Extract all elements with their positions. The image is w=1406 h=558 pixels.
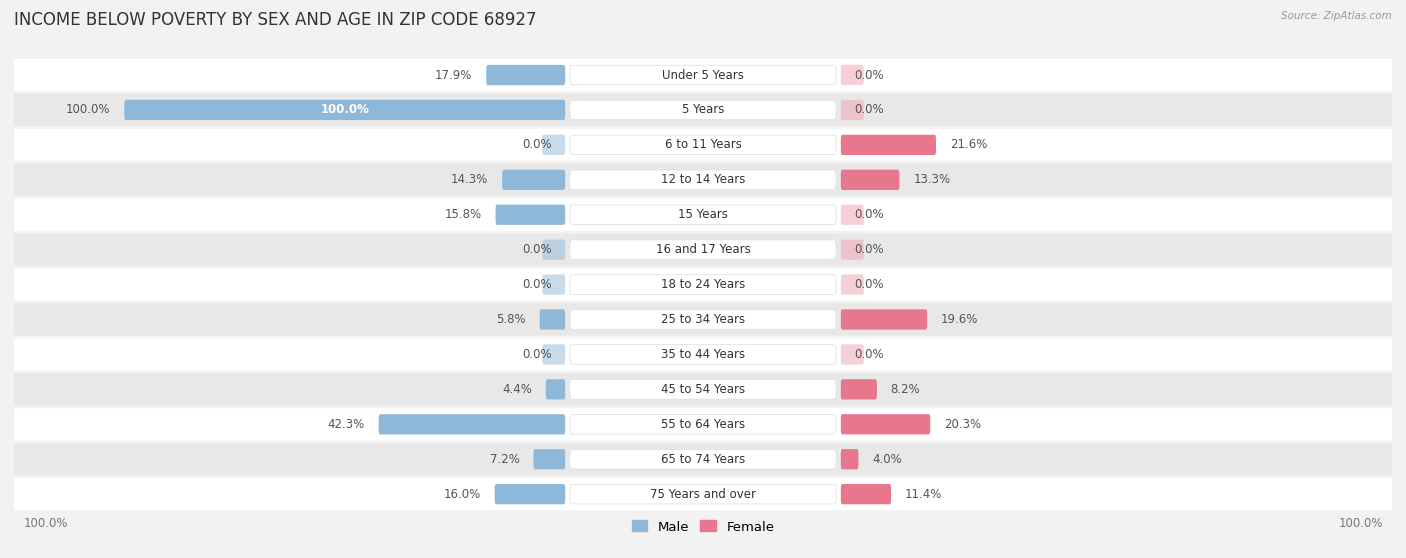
Text: 15 Years: 15 Years — [678, 208, 728, 221]
Text: Source: ZipAtlas.com: Source: ZipAtlas.com — [1281, 11, 1392, 21]
FancyBboxPatch shape — [0, 199, 1406, 231]
Text: 16.0%: 16.0% — [444, 488, 481, 501]
FancyBboxPatch shape — [0, 268, 1406, 301]
Text: 13.3%: 13.3% — [914, 174, 950, 186]
Text: 0.0%: 0.0% — [855, 348, 884, 361]
FancyBboxPatch shape — [841, 309, 927, 330]
Text: 25 to 34 Years: 25 to 34 Years — [661, 313, 745, 326]
Text: 75 Years and over: 75 Years and over — [650, 488, 756, 501]
Text: 42.3%: 42.3% — [328, 418, 366, 431]
Text: 100.0%: 100.0% — [1339, 517, 1382, 530]
Text: 0.0%: 0.0% — [855, 69, 884, 81]
FancyBboxPatch shape — [841, 134, 936, 155]
Text: 16 and 17 Years: 16 and 17 Years — [655, 243, 751, 256]
Text: 0.0%: 0.0% — [855, 278, 884, 291]
FancyBboxPatch shape — [569, 135, 837, 155]
FancyBboxPatch shape — [543, 344, 565, 364]
FancyBboxPatch shape — [0, 338, 1406, 371]
Text: 55 to 64 Years: 55 to 64 Years — [661, 418, 745, 431]
FancyBboxPatch shape — [0, 408, 1406, 440]
FancyBboxPatch shape — [569, 415, 837, 434]
FancyBboxPatch shape — [543, 275, 565, 295]
FancyBboxPatch shape — [533, 449, 565, 469]
FancyBboxPatch shape — [540, 309, 565, 330]
Text: 20.3%: 20.3% — [943, 418, 981, 431]
Text: 0.0%: 0.0% — [855, 243, 884, 256]
Text: INCOME BELOW POVERTY BY SEX AND AGE IN ZIP CODE 68927: INCOME BELOW POVERTY BY SEX AND AGE IN Z… — [14, 11, 537, 29]
Text: Under 5 Years: Under 5 Years — [662, 69, 744, 81]
Text: 0.0%: 0.0% — [522, 278, 551, 291]
FancyBboxPatch shape — [378, 414, 565, 435]
FancyBboxPatch shape — [569, 240, 837, 259]
FancyBboxPatch shape — [569, 310, 837, 329]
Text: 35 to 44 Years: 35 to 44 Years — [661, 348, 745, 361]
FancyBboxPatch shape — [0, 443, 1406, 475]
FancyBboxPatch shape — [0, 59, 1406, 91]
FancyBboxPatch shape — [841, 275, 863, 295]
FancyBboxPatch shape — [0, 478, 1406, 510]
Text: 0.0%: 0.0% — [855, 208, 884, 221]
FancyBboxPatch shape — [495, 205, 565, 225]
FancyBboxPatch shape — [841, 344, 863, 364]
Text: 8.2%: 8.2% — [891, 383, 921, 396]
FancyBboxPatch shape — [569, 170, 837, 190]
Text: 0.0%: 0.0% — [522, 138, 551, 151]
FancyBboxPatch shape — [569, 484, 837, 504]
FancyBboxPatch shape — [543, 239, 565, 260]
FancyBboxPatch shape — [841, 379, 877, 400]
FancyBboxPatch shape — [841, 65, 863, 85]
Text: 45 to 54 Years: 45 to 54 Years — [661, 383, 745, 396]
FancyBboxPatch shape — [0, 129, 1406, 161]
FancyBboxPatch shape — [495, 484, 565, 504]
Text: 100.0%: 100.0% — [321, 103, 370, 117]
Text: 4.0%: 4.0% — [872, 453, 903, 466]
Text: 0.0%: 0.0% — [522, 348, 551, 361]
Text: 65 to 74 Years: 65 to 74 Years — [661, 453, 745, 466]
FancyBboxPatch shape — [569, 449, 837, 469]
FancyBboxPatch shape — [841, 484, 891, 504]
Text: 21.6%: 21.6% — [950, 138, 987, 151]
Text: 15.8%: 15.8% — [444, 208, 482, 221]
Text: 12 to 14 Years: 12 to 14 Years — [661, 174, 745, 186]
Text: 19.6%: 19.6% — [941, 313, 979, 326]
FancyBboxPatch shape — [569, 379, 837, 399]
Text: 100.0%: 100.0% — [66, 103, 111, 117]
FancyBboxPatch shape — [841, 449, 859, 469]
Text: 100.0%: 100.0% — [24, 517, 67, 530]
FancyBboxPatch shape — [486, 65, 565, 85]
FancyBboxPatch shape — [0, 373, 1406, 406]
Text: 17.9%: 17.9% — [434, 69, 472, 81]
Text: 5.8%: 5.8% — [496, 313, 526, 326]
FancyBboxPatch shape — [543, 134, 565, 155]
Text: 6 to 11 Years: 6 to 11 Years — [665, 138, 741, 151]
FancyBboxPatch shape — [841, 170, 900, 190]
FancyBboxPatch shape — [569, 205, 837, 224]
FancyBboxPatch shape — [0, 163, 1406, 196]
FancyBboxPatch shape — [569, 345, 837, 364]
FancyBboxPatch shape — [841, 239, 863, 260]
Text: 0.0%: 0.0% — [855, 103, 884, 117]
FancyBboxPatch shape — [0, 304, 1406, 335]
Text: 14.3%: 14.3% — [451, 174, 488, 186]
Text: 7.2%: 7.2% — [489, 453, 520, 466]
FancyBboxPatch shape — [841, 414, 931, 435]
FancyBboxPatch shape — [0, 94, 1406, 126]
FancyBboxPatch shape — [841, 205, 863, 225]
FancyBboxPatch shape — [569, 100, 837, 120]
FancyBboxPatch shape — [546, 379, 565, 400]
Text: 18 to 24 Years: 18 to 24 Years — [661, 278, 745, 291]
Text: 11.4%: 11.4% — [905, 488, 942, 501]
FancyBboxPatch shape — [502, 170, 565, 190]
FancyBboxPatch shape — [569, 275, 837, 295]
Text: 5 Years: 5 Years — [682, 103, 724, 117]
Text: 4.4%: 4.4% — [502, 383, 531, 396]
FancyBboxPatch shape — [124, 100, 565, 120]
FancyBboxPatch shape — [0, 234, 1406, 266]
FancyBboxPatch shape — [841, 100, 863, 120]
Legend: Male, Female: Male, Female — [626, 515, 780, 539]
FancyBboxPatch shape — [569, 65, 837, 85]
Text: 0.0%: 0.0% — [522, 243, 551, 256]
